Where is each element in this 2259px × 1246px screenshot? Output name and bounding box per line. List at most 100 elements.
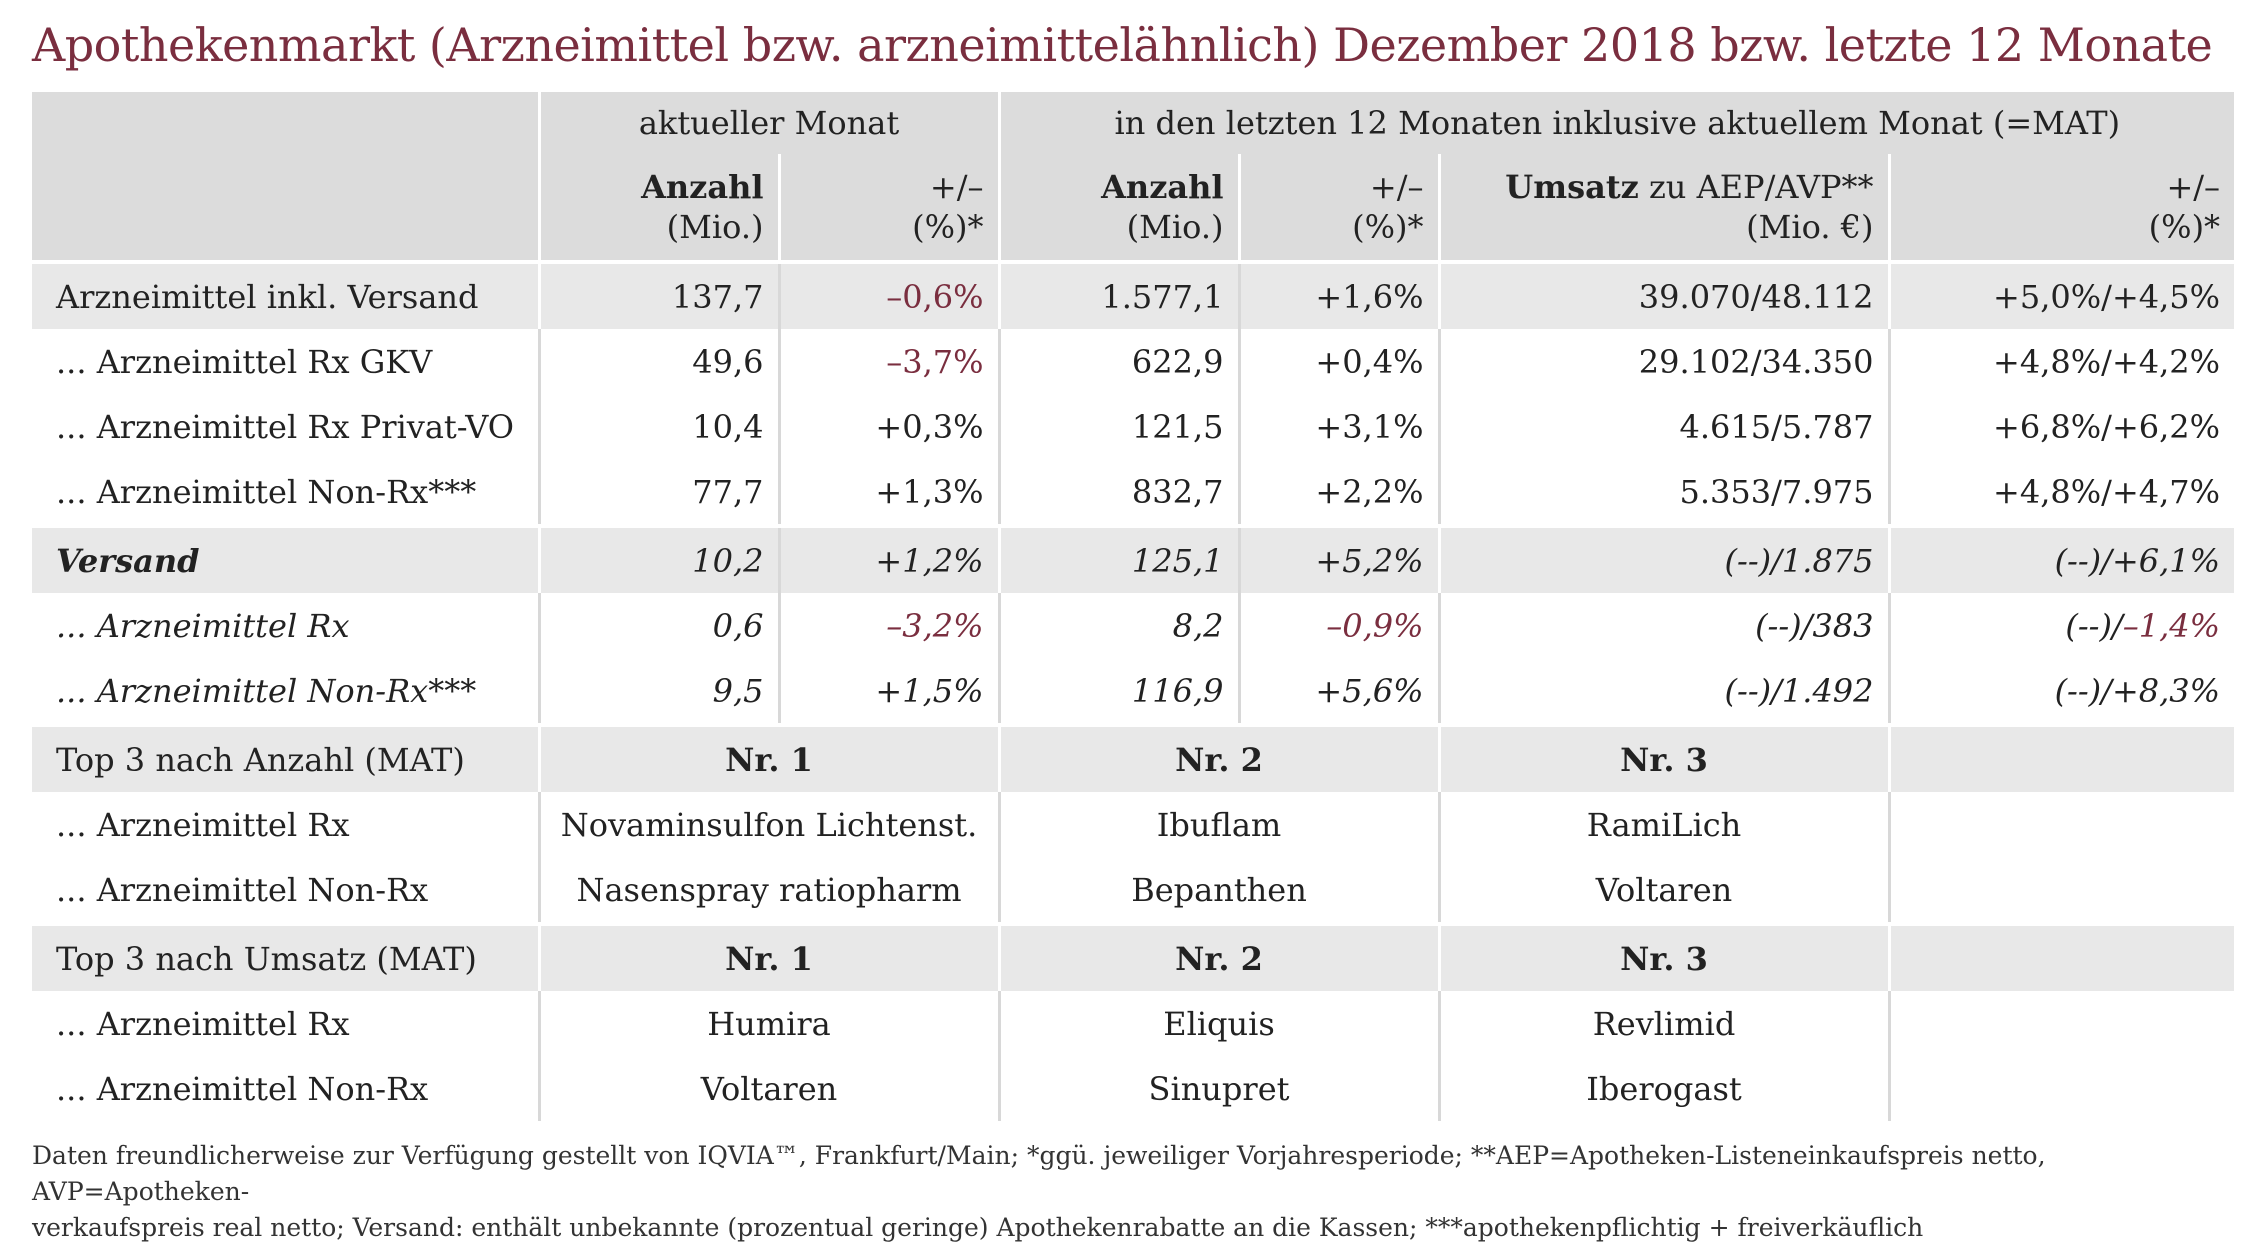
mat-change: +2,2% [1237,459,1440,526]
market-table: aktueller Monat in den letzten 12 Monate… [32,92,2235,1121]
row-label: Versand [32,524,539,593]
top-count-rx-1: Novaminsulfon Lichtenst. [537,792,1000,857]
cur-count: 0,6 [537,593,779,658]
row-label: ... Arzneimittel Rx Privat-VO [56,407,515,446]
table-row: Arzneimittel inkl. Versand 137,7 –0,6% 1… [32,260,2235,329]
header-group-row: aktueller Monat in den letzten 12 Monate… [32,92,2235,154]
revenue: 29.102/34.350 [1437,329,1890,394]
revenue: (--)/1.875 [1437,524,1890,593]
footnote: Daten freundlicherweise zur Verfügung ge… [32,1138,2232,1246]
top-count-nr1: Nr. 1 [537,723,1000,792]
cur-change: +1,3% [777,459,1000,526]
cur-change: –3,2% [777,593,1000,658]
top-revenue-rx-1: Humira [537,991,1000,1056]
top-count-rx-2: Ibuflam [997,792,1440,857]
top-revenue-rx-3: Revlimid [1437,991,1890,1056]
top-count-nr3: Nr. 3 [1437,723,1890,792]
mat-change: +0,4% [1237,329,1440,394]
mat-count: 1.577,1 [997,260,1240,329]
table-row: ... Arzneimittel Rx Privat-VO 10,4 +0,3%… [32,394,2235,459]
row-label: ... Arzneimittel Rx [56,1004,350,1043]
table-row: ... Arzneimittel Non-Rx*** 9,5 +1,5% 116… [32,658,2235,725]
mat-count: 121,5 [997,394,1240,459]
cur-change: –0,6% [777,260,1000,329]
header-current-month: aktueller Monat [537,92,1000,154]
top-revenue-nonrx-2: Sinupret [997,1056,1440,1121]
top-count-nonrx-3: Voltaren [1437,857,1890,924]
top-revenue-nonrx-1: Voltaren [537,1056,1000,1121]
mat-change: +3,1% [1237,394,1440,459]
revenue-change: (--)/+6,1% [1887,524,2235,593]
table-row: ... Arzneimittel Rx Humira Eliquis Revli… [32,991,2235,1056]
top-count-header-row: Top 3 nach Anzahl (MAT) Nr. 1 Nr. 2 Nr. … [32,723,2235,792]
mat-count: 125,1 [997,524,1240,593]
table-row: ... Arzneimittel Non-Rx Voltaren Sinupre… [32,1056,2235,1121]
revenue: (--)/1.492 [1437,658,1890,725]
top-revenue-heading: Top 3 nach Umsatz (MAT) [32,922,539,991]
mat-change: +1,6% [1237,260,1440,329]
cur-change: +0,3% [777,394,1000,459]
mat-change: –0,9% [1237,593,1440,658]
mat-count: 832,7 [997,459,1240,526]
cur-count: 49,6 [537,329,779,394]
revenue-change: +5,0%/+4,5% [1887,260,2235,329]
revenue-change: +4,8%/+4,7% [1887,459,2235,526]
header-cur-count: Anzahl (Mio.) [537,154,779,262]
header-mat-change: +/– (%)* [1237,154,1440,262]
revenue: 5.353/7.975 [1437,459,1890,526]
top-count-nr2: Nr. 2 [997,723,1440,792]
cur-count: 10,2 [537,524,779,593]
cur-change: +1,2% [777,524,1000,593]
page-title: Apothekenmarkt (Arzneimittel bzw. arznei… [32,18,2213,72]
top-revenue-nonrx-3: Iberogast [1437,1056,1890,1121]
cur-change: –3,7% [777,329,1000,394]
top-revenue-header-row: Top 3 nach Umsatz (MAT) Nr. 1 Nr. 2 Nr. … [32,922,2235,991]
header-revenue: Umsatz zu AEP/AVP** (Mio. €) [1437,154,1890,262]
header-mat: in den letzten 12 Monaten inklusive aktu… [997,92,2235,154]
mat-change: +5,2% [1237,524,1440,593]
header-revenue-change: +/– (%)* [1887,154,2235,262]
row-label: ... Arzneimittel Non-Rx*** [56,671,477,710]
table-row: Versand 10,2 +1,2% 125,1 +5,2% (--)/1.87… [32,524,2235,593]
top-revenue-rx-2: Eliquis [997,991,1440,1056]
top-count-heading: Top 3 nach Anzahl (MAT) [32,723,539,792]
revenue: (--)/383 [1437,593,1890,658]
top-count-nonrx-2: Bepanthen [997,857,1440,924]
revenue-change: +4,8%/+4,2% [1887,329,2235,394]
top-revenue-nr1: Nr. 1 [537,922,1000,991]
table-row: ... Arzneimittel Rx 0,6 –3,2% 8,2 –0,9% … [32,593,2235,658]
footnote-line-2: verkaufspreis real netto; Versand: enthä… [32,1213,1924,1242]
top-count-nonrx-1: Nasenspray ratiopharm [537,857,1000,924]
cur-change: +1,5% [777,658,1000,725]
mat-count: 116,9 [997,658,1240,725]
cur-count: 77,7 [537,459,779,526]
revenue-change: +6,8%/+6,2% [1887,394,2235,459]
table-row: ... Arzneimittel Non-Rx Nasenspray ratio… [32,857,2235,924]
row-label: ... Arzneimittel Rx [56,805,350,844]
top-revenue-nr3: Nr. 3 [1437,922,1890,991]
top-revenue-nr2: Nr. 2 [997,922,1440,991]
cur-count: 137,7 [537,260,779,329]
cur-count: 10,4 [537,394,779,459]
row-label: ... Arzneimittel Rx [56,606,350,645]
row-label: Arzneimittel inkl. Versand [32,260,539,329]
table-row: ... Arzneimittel Non-Rx*** 77,7 +1,3% 83… [32,459,2235,526]
revenue: 39.070/48.112 [1437,260,1890,329]
row-label: ... Arzneimittel Non-Rx [56,1069,429,1108]
row-label: ... Arzneimittel Non-Rx [56,870,429,909]
cur-count: 9,5 [537,658,779,725]
revenue-change: (--)/–1,4% [1887,593,2235,658]
row-label: ... Arzneimittel Rx GKV [56,342,433,381]
table-row: ... Arzneimittel Rx Novaminsulfon Lichte… [32,792,2235,857]
top-count-rx-3: RamiLich [1437,792,1890,857]
mat-count: 622,9 [997,329,1240,394]
header-mat-count: Anzahl (Mio.) [997,154,1240,262]
header-cur-change: +/– (%)* [777,154,1000,262]
mat-change: +5,6% [1237,658,1440,725]
row-label: ... Arzneimittel Non-Rx*** [56,472,477,511]
revenue: 4.615/5.787 [1437,394,1890,459]
mat-count: 8,2 [997,593,1240,658]
table-row: ... Arzneimittel Rx GKV 49,6 –3,7% 622,9… [32,329,2235,394]
revenue-change: (--)/+8,3% [1887,658,2235,725]
footnote-line-1: Daten freundlicherweise zur Verfügung ge… [32,1141,2046,1206]
